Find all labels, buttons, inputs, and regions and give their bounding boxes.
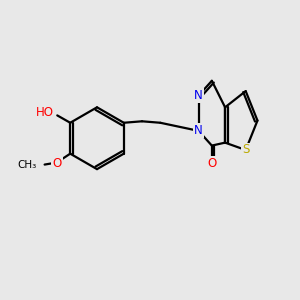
Text: N: N	[194, 124, 203, 137]
Text: S: S	[242, 143, 249, 157]
Text: N: N	[194, 89, 203, 102]
Text: O: O	[207, 157, 217, 170]
Text: HO: HO	[35, 106, 53, 119]
Text: O: O	[52, 157, 62, 169]
Text: CH₃: CH₃	[17, 160, 36, 170]
